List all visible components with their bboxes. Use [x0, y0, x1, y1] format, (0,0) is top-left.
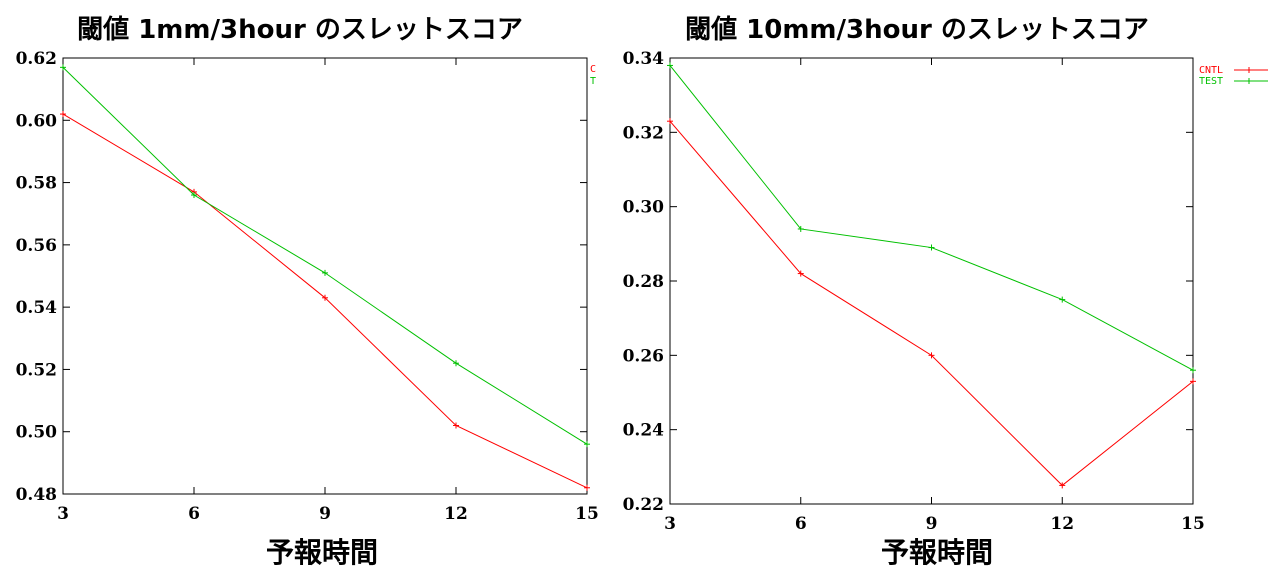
chart-right-legend: CNTL TEST [1199, 65, 1268, 87]
y-tick-label: 0.52 [16, 360, 57, 380]
chart-left-title: 閾値 1mm/3hour のスレットスコア [77, 15, 523, 45]
data-point-c [584, 484, 590, 491]
chart-left-y-axis: 0.48 0.50 0.52 0.54 0.56 0.58 0.60 0.62 [16, 49, 587, 505]
data-point-test [928, 244, 935, 251]
x-tick-label: 9 [926, 514, 938, 534]
y-tick-label: 0.26 [623, 346, 664, 366]
data-point-t [322, 269, 328, 276]
y-tick-label: 0.34 [623, 49, 665, 69]
data-point-c [453, 422, 459, 429]
x-tick-label: 3 [57, 504, 69, 524]
x-tick-label: 12 [1050, 514, 1074, 534]
y-tick-label: 0.48 [16, 485, 57, 505]
data-point-t [453, 360, 459, 367]
x-tick-label: 3 [664, 514, 676, 534]
chart-right: 閾値 10mm/3hour のスレットスコア 0.220.240.260.280… [623, 15, 1268, 569]
data-point-t [191, 192, 197, 199]
x-tick-label: 6 [188, 504, 200, 524]
x-tick-label: 6 [795, 514, 807, 534]
chart-right-series-group [667, 62, 1196, 489]
y-tick-label: 0.28 [623, 272, 664, 292]
data-point-t [584, 441, 590, 448]
y-tick-label: 0.54 [16, 298, 58, 318]
y-tick-label: 0.30 [623, 198, 665, 218]
chart-right-x-label: 予報時間 [881, 536, 993, 569]
y-tick-label: 0.32 [623, 123, 664, 143]
data-point-cntl [928, 352, 935, 359]
series-line-c [62, 113, 588, 489]
y-tick-label: 0.24 [623, 421, 665, 441]
y-tick-label: 0.56 [16, 236, 57, 256]
y-tick-label: 0.60 [16, 111, 58, 131]
y-tick-label: 0.22 [623, 495, 664, 515]
series-line-t [62, 66, 588, 445]
chart-right-x-axis: 3 6 9 12 15 [664, 58, 1205, 534]
x-tick-label: 12 [444, 504, 468, 524]
chart-right-legend-label-cntl: CNTL [1199, 65, 1223, 76]
data-point-test [1190, 367, 1196, 374]
data-point-c [322, 294, 328, 301]
x-tick-label: 9 [319, 504, 331, 524]
chart-left-plot-frame [62, 57, 588, 495]
series-line-cntl [669, 120, 1194, 487]
series-line-test [669, 65, 1194, 371]
y-tick-label: 0.58 [16, 174, 57, 194]
chart-right-y-axis: 0.22 0.24 0.26 0.28 0.30 0.32 0.34 [623, 49, 1193, 515]
data-point-test [1059, 296, 1066, 303]
chart-left-legend-label-t: T [590, 76, 596, 87]
data-point-cntl [1190, 378, 1196, 385]
chart-left-x-label: 予報時間 [266, 536, 378, 569]
y-tick-label: 0.50 [16, 423, 58, 443]
chart-left-series-group [60, 64, 590, 491]
x-tick-label: 15 [575, 504, 599, 524]
data-point-c [60, 111, 66, 118]
chart-right-title: 閾値 10mm/3hour のスレットスコア [685, 15, 1149, 45]
x-tick-label: 15 [1181, 514, 1205, 534]
data-point-cntl [797, 270, 804, 277]
data-point-cntl [667, 118, 673, 125]
data-point-t [60, 64, 66, 71]
data-point-test [797, 225, 804, 232]
y-tick-label: 0.62 [16, 49, 57, 69]
chart-left: 閾値 1mm/3hour のスレットスコア 0.480.500.520.540.… [16, 15, 599, 569]
data-point-test [667, 62, 673, 69]
chart-right-plot-frame [669, 57, 1194, 505]
chart-left-legend: C T [590, 64, 596, 87]
data-point-cntl [1059, 482, 1066, 489]
chart-right-legend-label-test: TEST [1199, 76, 1223, 87]
chart-left-legend-label-c: C [590, 64, 596, 75]
chart-left-x-axis: 3 6 9 12 15 [57, 58, 599, 524]
